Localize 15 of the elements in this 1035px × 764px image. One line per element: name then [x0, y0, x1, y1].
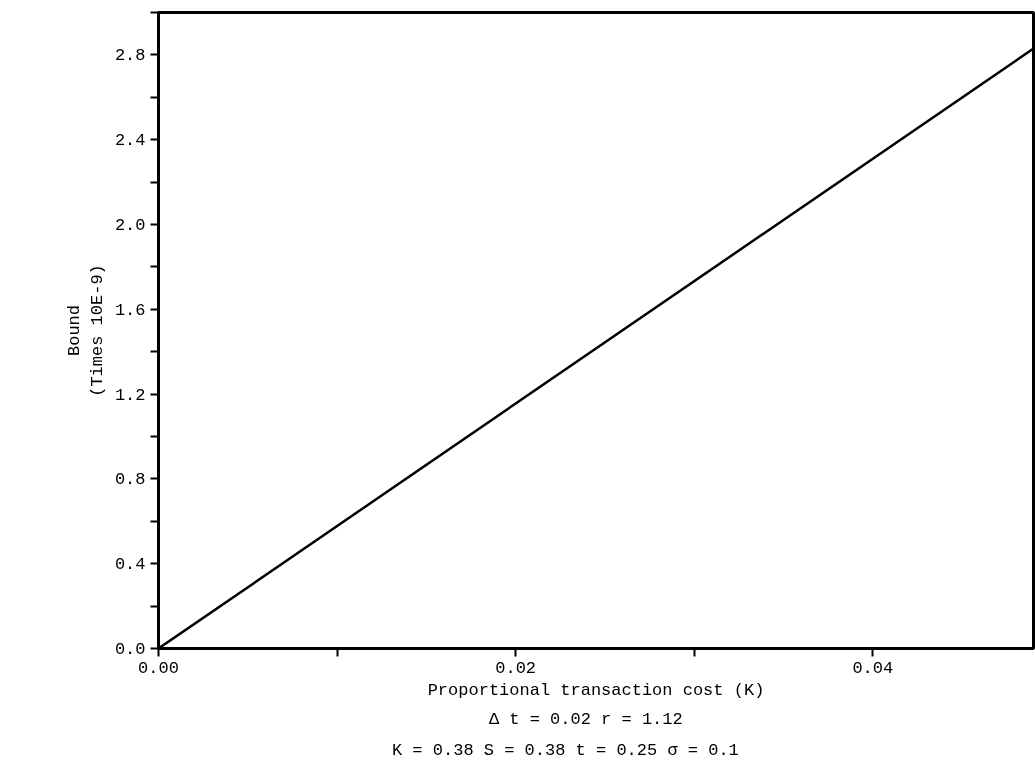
x-tick-label: 0.00	[138, 658, 179, 678]
text: Δ t = 0.02 r = 1.12	[488, 709, 683, 729]
y-tick-label: 0.8	[114, 470, 146, 490]
y-tick-label: 1.2	[114, 385, 146, 405]
y-tick-label: 0.4	[114, 555, 146, 575]
y-tick-label: 2.4	[114, 131, 146, 151]
x-tick-label: 0.02	[495, 658, 537, 678]
x-tick-label: 0.04	[852, 658, 894, 678]
x-axis-title: Proportional transaction cost (K)	[427, 680, 765, 700]
y-axis-title: Bound (Times 10E-9)	[65, 264, 107, 397]
y-tick-label: 2.0	[114, 216, 146, 235]
y-tick-label: 1.6	[114, 300, 146, 320]
text: K = 0.38 S = 0.38 t = 0.25 σ = 0.1	[391, 740, 739, 760]
y-tick-label: 2.8	[114, 46, 146, 66]
y-tick-label: 0.0	[114, 640, 146, 659]
